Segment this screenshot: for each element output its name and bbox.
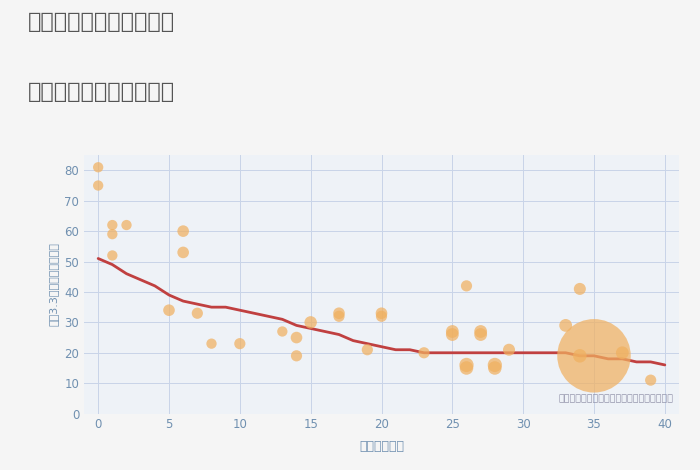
Point <box>106 221 118 229</box>
Point <box>291 334 302 341</box>
Point <box>574 285 585 293</box>
Point <box>106 230 118 238</box>
Point <box>645 376 657 384</box>
Point <box>560 321 571 329</box>
Point <box>475 328 486 335</box>
Point <box>206 340 217 347</box>
Point <box>503 346 514 353</box>
Point <box>305 319 316 326</box>
Point <box>291 352 302 360</box>
Point <box>178 249 189 256</box>
Text: 円の大きさは、取引のあった物件面積を示す: 円の大きさは、取引のあった物件面積を示す <box>558 394 673 403</box>
Point <box>163 306 174 314</box>
Point <box>276 328 288 335</box>
Point <box>92 182 104 189</box>
Point <box>362 346 373 353</box>
Point <box>447 328 458 335</box>
Point <box>461 364 472 372</box>
Point <box>92 164 104 171</box>
Point <box>192 309 203 317</box>
Point <box>461 282 472 290</box>
X-axis label: 築年数（年）: 築年数（年） <box>359 440 404 453</box>
Text: 築年数別中古戸建て価格: 築年数別中古戸建て価格 <box>28 82 175 102</box>
Point <box>617 349 628 357</box>
Point <box>475 331 486 338</box>
Point <box>106 252 118 259</box>
Point <box>489 364 500 372</box>
Point <box>376 309 387 317</box>
Point <box>234 340 246 347</box>
Point <box>333 313 344 320</box>
Point <box>589 352 600 360</box>
Point <box>376 313 387 320</box>
Point <box>574 352 585 360</box>
Text: 岐阜県関市武芸川町平の: 岐阜県関市武芸川町平の <box>28 12 175 32</box>
Point <box>333 309 344 317</box>
Y-axis label: 坪（3.3㎡）単価（万円）: 坪（3.3㎡）単価（万円） <box>49 243 59 326</box>
Point <box>419 349 430 357</box>
Point <box>489 361 500 368</box>
Point <box>178 227 189 235</box>
Point <box>461 361 472 368</box>
Point <box>447 331 458 338</box>
Point <box>121 221 132 229</box>
